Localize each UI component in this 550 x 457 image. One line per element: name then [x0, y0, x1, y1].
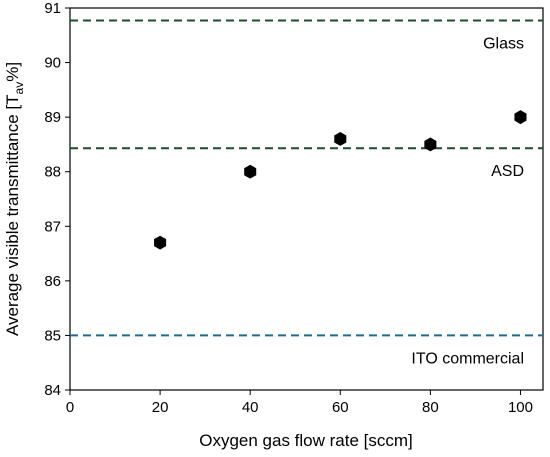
data-point [514, 110, 527, 125]
data-point [154, 235, 167, 250]
x-tick-label: 40 [242, 399, 259, 416]
y-tick-label: 84 [44, 382, 61, 399]
x-axis-title: Oxygen gas flow rate [sccm] [199, 431, 413, 450]
reference-label-glass: Glass [483, 36, 524, 53]
y-tick-label: 89 [44, 109, 61, 126]
reference-lines: Glass ASD ITO commercial [70, 19, 543, 367]
y-axis-title-prefix: Average visible transmittance [T [3, 94, 22, 336]
y-tick-label: 88 [44, 164, 61, 181]
x-tick-label: 60 [332, 399, 349, 416]
x-tick-label: 0 [66, 399, 74, 416]
data-points [154, 110, 527, 250]
x-tick-label: 20 [152, 399, 169, 416]
y-axis: 84 85 86 87 88 89 90 91 [44, 0, 70, 399]
plot-area-frame [69, 7, 544, 391]
data-point [244, 164, 257, 179]
x-tick-label: 100 [508, 399, 533, 416]
x-axis: 0 20 40 60 80 100 [66, 390, 533, 416]
y-tick-label: 86 [44, 273, 61, 290]
data-point [334, 132, 347, 146]
y-axis-title-subscript: av [12, 82, 26, 95]
y-axis-title-suffix: %] [3, 62, 22, 82]
reference-label-asd: ASD [491, 163, 524, 180]
y-tick-label: 85 [44, 327, 61, 344]
x-tick-label: 80 [422, 399, 439, 416]
y-tick-label: 87 [44, 218, 61, 235]
reference-label-ito-commercial: ITO commercial [411, 350, 524, 367]
y-axis-title: Average visible transmittance [Tav%] [3, 62, 26, 336]
y-tick-label: 90 [44, 55, 61, 72]
y-tick-label: 91 [44, 0, 61, 17]
data-point [424, 137, 437, 152]
